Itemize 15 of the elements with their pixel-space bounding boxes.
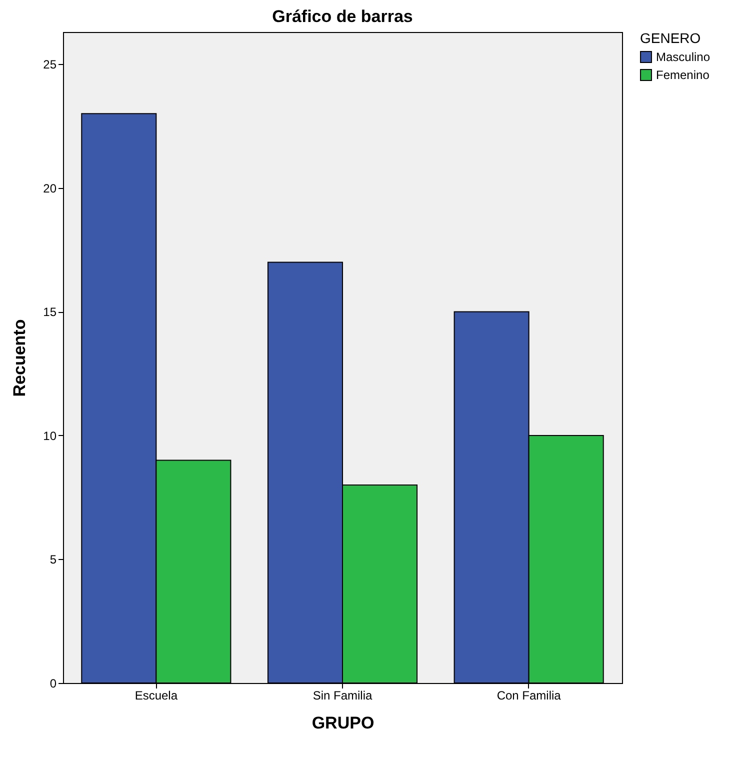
- x-tick-label: Sin Familia: [312, 688, 372, 702]
- x-tick-label: Escuela: [134, 688, 178, 702]
- y-tick-label: 15: [43, 305, 57, 320]
- chart-title: Gráfico de barras: [272, 7, 413, 26]
- y-tick-label: 0: [50, 676, 57, 690]
- legend-title: GENERO: [640, 30, 701, 46]
- legend-label: Masculino: [656, 50, 710, 64]
- x-tick-label: Con Familia: [496, 688, 562, 702]
- y-tick-label: 5: [50, 552, 57, 567]
- y-tick-label: 25: [43, 58, 57, 72]
- x-axis-title: GRUPO: [312, 714, 374, 732]
- y-tick-label: 20: [43, 181, 57, 196]
- y-tick-label: 10: [43, 428, 57, 443]
- y-axis-title: Recuento: [10, 319, 30, 397]
- legend-label: Femenino: [656, 68, 710, 82]
